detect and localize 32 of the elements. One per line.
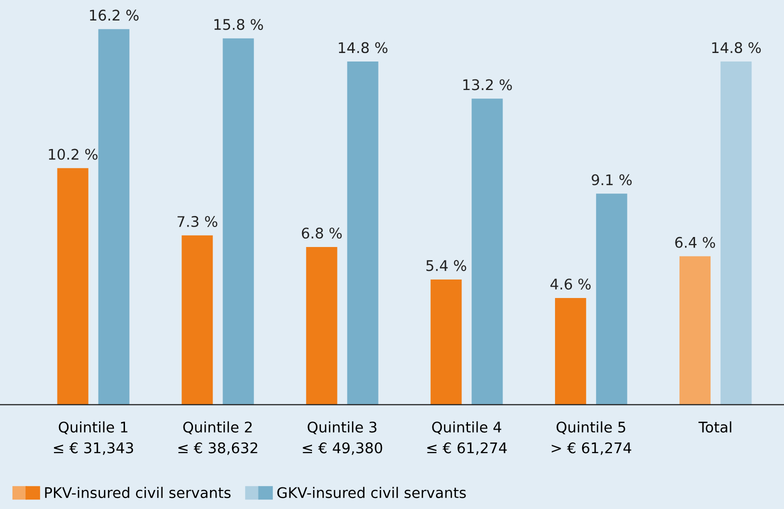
legend-label: PKV-insured civil servants <box>45 486 231 498</box>
x-tick-label: Quintile 4 ≤ € 61,274 <box>427 421 507 455</box>
bar <box>182 235 213 405</box>
data-label: 13.2 % <box>463 79 512 90</box>
data-label: 14.8 % <box>338 42 388 54</box>
x-tick-label: Total <box>698 421 732 433</box>
data-label: 15.8 % <box>214 18 263 30</box>
data-label: 16.2 % <box>90 10 139 21</box>
bar <box>720 62 752 405</box>
x-tick-label: Quintile 5 > € 61,274 <box>552 421 632 455</box>
x-tick-label: Quintile 2 ≤ € 38,632 <box>178 421 258 455</box>
data-label: 5.4 % <box>426 260 466 272</box>
data-label: 6.4 % <box>675 236 716 248</box>
data-label: 14.8 % <box>712 42 761 54</box>
legend-label: GKV-insured civil servants <box>277 486 466 498</box>
bar <box>98 29 130 405</box>
data-label: 7.3 % <box>178 216 218 228</box>
bar <box>596 194 628 405</box>
x-tick-label: Quintile 1 ≤ € 31,343 <box>54 421 134 455</box>
data-label: 6.8 % <box>302 228 342 239</box>
bar <box>222 38 254 405</box>
bar <box>430 279 462 405</box>
bar <box>679 256 711 405</box>
data-label: 9.1 % <box>592 174 632 186</box>
data-label: 4.6 % <box>550 278 591 290</box>
data-label: 10.2 % <box>48 148 98 160</box>
x-tick-label: Quintile 3 ≤ € 49,380 <box>302 421 382 455</box>
bar <box>306 247 338 405</box>
bar <box>472 98 503 405</box>
bar <box>555 298 586 405</box>
bar <box>347 62 378 405</box>
bar <box>57 168 88 405</box>
